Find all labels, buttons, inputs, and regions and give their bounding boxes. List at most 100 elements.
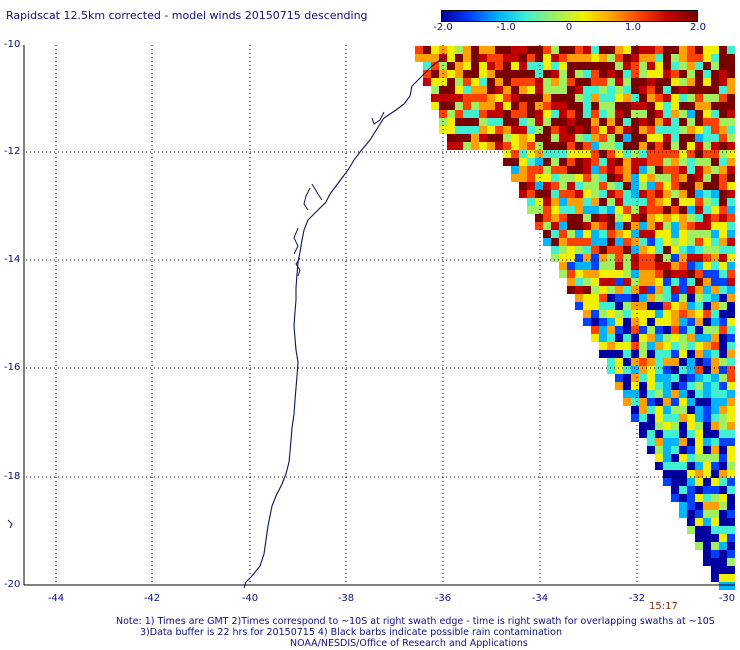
- wind-cell: [639, 382, 647, 390]
- wind-cell: [711, 78, 719, 86]
- wind-cell: [615, 358, 623, 366]
- wind-cell: [703, 342, 711, 350]
- wind-cell: [687, 454, 695, 462]
- wind-cell: [655, 230, 663, 238]
- wind-cell: [687, 46, 695, 54]
- wind-cell: [599, 230, 607, 238]
- wind-cell: [703, 398, 711, 406]
- wind-cell: [687, 366, 695, 374]
- wind-cell: [663, 230, 671, 238]
- wind-cell: [623, 214, 631, 222]
- wind-cell: [519, 126, 527, 134]
- wind-cell: [575, 54, 583, 62]
- wind-cell: [711, 198, 719, 206]
- wind-cell: [479, 46, 487, 54]
- wind-cell: [687, 118, 695, 126]
- wind-cell: [631, 150, 639, 158]
- wind-cell: [575, 214, 583, 222]
- wind-cell: [567, 126, 575, 134]
- wind-cell: [631, 406, 639, 414]
- wind-cell: [671, 390, 679, 398]
- wind-cell: [639, 46, 647, 54]
- wind-cell: [671, 134, 679, 142]
- wind-cell: [647, 246, 655, 254]
- wind-cell: [631, 382, 639, 390]
- wind-cell: [455, 78, 463, 86]
- wind-cell: [711, 550, 719, 558]
- wind-cell: [455, 86, 463, 94]
- wind-cell: [591, 222, 599, 230]
- wind-cell: [663, 286, 671, 294]
- wind-cell: [607, 174, 615, 182]
- wind-cell: [559, 198, 567, 206]
- wind-cell: [583, 222, 591, 230]
- wind-cell: [607, 94, 615, 102]
- wind-cell: [679, 46, 687, 54]
- wind-cell: [599, 270, 607, 278]
- wind-cell: [719, 118, 727, 126]
- wind-cell: [535, 70, 543, 78]
- wind-cell: [719, 286, 727, 294]
- wind-cell: [487, 126, 495, 134]
- wind-cell: [695, 422, 703, 430]
- wind-cell: [567, 190, 575, 198]
- wind-cell: [663, 110, 671, 118]
- wind-cell: [559, 94, 567, 102]
- wind-cell: [695, 350, 703, 358]
- wind-cell: [671, 438, 679, 446]
- wind-cell: [711, 222, 719, 230]
- wind-cell: [527, 70, 535, 78]
- wind-cell: [719, 414, 727, 422]
- wind-cell: [695, 166, 703, 174]
- wind-cell: [719, 62, 727, 70]
- wind-cell: [615, 286, 623, 294]
- wind-cell: [623, 86, 631, 94]
- wind-cell: [559, 158, 567, 166]
- wind-cell: [615, 94, 623, 102]
- wind-cell: [607, 142, 615, 150]
- wind-cell: [647, 326, 655, 334]
- wind-cell: [679, 70, 687, 78]
- wind-cell: [687, 206, 695, 214]
- wind-cell: [687, 222, 695, 230]
- wind-cell: [695, 294, 703, 302]
- wind-cell: [599, 286, 607, 294]
- wind-cell: [623, 222, 631, 230]
- wind-cell: [631, 102, 639, 110]
- wind-cell: [495, 94, 503, 102]
- wind-cell: [687, 174, 695, 182]
- wind-cell: [711, 318, 719, 326]
- wind-cell: [615, 214, 623, 222]
- wind-cell: [655, 334, 663, 342]
- wind-cell: [679, 190, 687, 198]
- wind-cell: [559, 166, 567, 174]
- wind-cell: [695, 454, 703, 462]
- wind-cell: [695, 438, 703, 446]
- wind-cell: [599, 134, 607, 142]
- wind-cell: [623, 110, 631, 118]
- wind-cell: [719, 254, 727, 262]
- wind-cell: [447, 110, 455, 118]
- wind-cell: [527, 46, 535, 54]
- wind-cell: [615, 62, 623, 70]
- wind-cell: [591, 150, 599, 158]
- wind-cell: [663, 86, 671, 94]
- wind-cell: [655, 446, 663, 454]
- wind-cell: [727, 350, 735, 358]
- wind-cell: [495, 86, 503, 94]
- wind-cell: [607, 190, 615, 198]
- wind-cell: [639, 422, 647, 430]
- wind-cell: [559, 174, 567, 182]
- wind-cell: [719, 262, 727, 270]
- wind-cell: [599, 54, 607, 62]
- wind-cell: [687, 438, 695, 446]
- colorbar-tick-label: 1.0: [625, 22, 641, 33]
- wind-cell: [671, 406, 679, 414]
- wind-cell: [647, 206, 655, 214]
- wind-cell: [631, 62, 639, 70]
- wind-cell: [655, 342, 663, 350]
- wind-cell: [623, 270, 631, 278]
- wind-cell: [719, 462, 727, 470]
- wind-cell: [655, 126, 663, 134]
- wind-cell: [695, 230, 703, 238]
